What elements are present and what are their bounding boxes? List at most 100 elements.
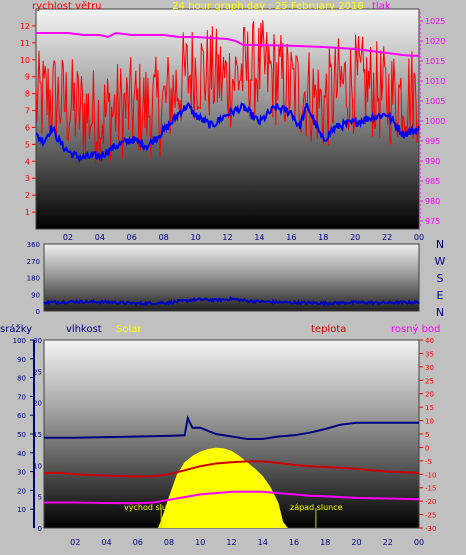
pressure-line	[36, 31, 419, 57]
temperature-axis-label: -15	[425, 485, 436, 493]
wind-axis-label: 2	[25, 191, 30, 200]
compass-letter: N	[436, 238, 444, 251]
rain-axis-label: 100	[13, 337, 26, 345]
hour-tick-label: 00	[414, 538, 424, 547]
direction-axis-label: 360	[27, 241, 40, 249]
humidity-axis-label: 15	[33, 431, 42, 439]
humidity-line	[44, 415, 419, 440]
rain-axis-label: 40	[17, 450, 26, 458]
humidity-axis-label: 10	[33, 462, 42, 470]
direction-axis-label: 270	[27, 258, 40, 266]
hour-tick-label: 00	[414, 233, 424, 242]
pressure-axis-label: 1005	[425, 97, 445, 106]
rain-axis-label: 30	[17, 469, 26, 477]
humidity-axis-label: 5	[38, 494, 42, 502]
pressure-axis-label: 1020	[425, 37, 445, 46]
dew-label: rosný bod	[391, 323, 440, 335]
hour-tick-label: 22	[383, 538, 393, 547]
chart-title: 24 hour graph day : 25 February 2018	[172, 1, 363, 12]
temperature-axis-label: 15	[425, 404, 434, 412]
solar-label: Solar	[116, 324, 142, 335]
rain-label: srážky	[0, 323, 32, 335]
sunset-label: západ slunce	[290, 503, 343, 512]
temperature-axis-label: 25	[425, 377, 434, 385]
temperature-axis-label: 0	[425, 444, 429, 452]
dew-point-line	[44, 490, 420, 505]
hour-tick-label: 16	[289, 538, 299, 547]
wind-axis-label: 11	[20, 39, 30, 48]
temperature-axis-label: -30	[425, 525, 436, 533]
pressure-axis-label: 1000	[425, 117, 445, 126]
rain-axis-label: 80	[17, 375, 26, 383]
sunrise-label: východ slunce	[124, 503, 181, 512]
temperature-axis-label: 10	[425, 418, 434, 426]
temperature-axis-label: -5	[425, 458, 432, 466]
hour-tick-label: 08	[164, 538, 174, 547]
hour-tick-label: 08	[159, 233, 169, 242]
compass-letter: E	[437, 289, 444, 302]
compass-letter: S	[437, 272, 444, 285]
rain-axis-label: 90	[17, 356, 26, 364]
wind-axis-label: 3	[25, 174, 30, 183]
pressure-axis-label: 1015	[425, 57, 445, 66]
rain-axis-label: 20	[17, 487, 26, 495]
humidity-label: vlhkost	[66, 324, 102, 335]
hour-tick-label: 22	[382, 233, 392, 242]
hour-tick-label: 06	[127, 233, 137, 242]
pressure-axis-label: 995	[425, 137, 440, 146]
humidity-axis-label: 30	[33, 337, 42, 345]
hour-tick-label: 10	[195, 538, 205, 547]
humidity-panel-bg	[43, 339, 420, 529]
pressure-axis-label: 1010	[425, 77, 445, 86]
temperature-axis-label: -10	[425, 471, 436, 479]
wind-axis-label: 7	[25, 107, 30, 116]
rain-axis-label: 70	[17, 393, 26, 401]
hour-tick-label: 02	[63, 233, 73, 242]
rain-axis-label: 50	[17, 431, 26, 439]
temperature-axis-label: 5	[425, 431, 429, 439]
wind-average-line	[35, 101, 420, 164]
hour-tick-label: 12	[222, 233, 232, 242]
temperature-axis-label: 40	[425, 337, 434, 345]
wind-left-label: rychlost větru	[32, 0, 102, 12]
wind-direction-line	[43, 295, 420, 307]
rain-axis-label: 60	[17, 412, 26, 420]
wind-axis-label: 1	[25, 208, 30, 217]
hour-tick-label: 04	[101, 538, 111, 547]
temperature-axis-label: 35	[425, 350, 434, 358]
pressure-axis-label: 985	[425, 177, 440, 186]
hour-tick-label: 04	[95, 233, 105, 242]
wind-right-label: tlak	[372, 1, 391, 12]
hour-tick-label: 10	[190, 233, 200, 242]
pressure-axis-label: 1025	[425, 17, 445, 26]
wind-axis-label: 6	[25, 123, 30, 132]
direction-axis-label: 90	[31, 291, 40, 299]
hour-tick-label: 14	[258, 538, 268, 547]
hour-tick-label: 02	[70, 538, 80, 547]
temperature-axis-label: 30	[425, 364, 434, 372]
wind-axis-label: 4	[25, 157, 30, 166]
temperature-axis-label: -20	[425, 498, 436, 506]
hour-tick-label: 18	[318, 233, 328, 242]
hour-tick-label: 16	[286, 233, 296, 242]
humidity-chart-layer: 102030405060708090100051015202530-30-25-…	[13, 337, 437, 547]
hour-tick-label: 20	[351, 538, 361, 547]
temperature-label: teplota	[311, 324, 346, 335]
hour-tick-label: 06	[133, 538, 143, 547]
rain-axis-label: 10	[17, 506, 26, 514]
wind-axis-label: 10	[20, 56, 30, 65]
wind-chart-layer: 1234567891011129759809859909951000100510…	[20, 12, 445, 242]
temperature-axis-label: -25	[425, 512, 436, 520]
hour-tick-label: 18	[320, 538, 330, 547]
compass-letter: N	[436, 306, 444, 319]
direction-axis-label: 0	[36, 308, 40, 316]
direction-axis-label: 180	[27, 275, 40, 283]
humidity-axis-label: 20	[33, 400, 42, 408]
pressure-axis-label: 990	[425, 157, 440, 166]
wind-axis-label: 5	[25, 140, 30, 149]
wind-axis-label: 12	[20, 22, 30, 31]
temperature-line	[44, 460, 420, 478]
